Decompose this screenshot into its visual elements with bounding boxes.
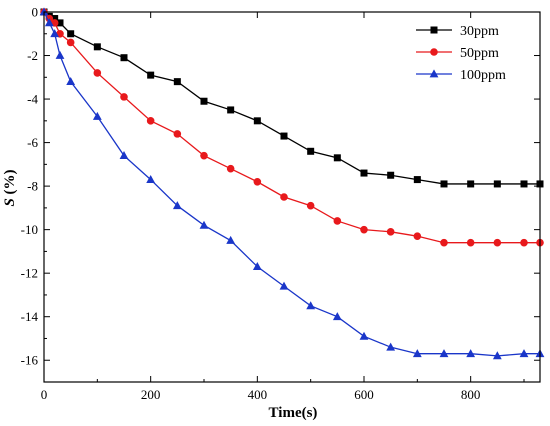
data-point-50ppm xyxy=(360,225,368,234)
data-point-100ppm xyxy=(199,220,209,229)
legend-marker-30ppm xyxy=(430,26,438,34)
data-point-50ppm xyxy=(440,238,448,247)
data-point-50ppm xyxy=(173,130,182,138)
data-point-100ppm xyxy=(306,301,316,310)
legend-marker-100ppm xyxy=(429,69,439,78)
data-point-30ppm xyxy=(307,147,315,155)
x-tick-label: 800 xyxy=(461,387,481,402)
data-point-100ppm xyxy=(92,111,102,120)
data-point-100ppm xyxy=(386,342,396,351)
y-axis-title-symbol: S xyxy=(2,198,18,206)
y-tick-label: -2 xyxy=(27,48,38,63)
data-point-30ppm xyxy=(440,180,448,188)
data-point-50ppm xyxy=(413,232,422,240)
data-point-50ppm xyxy=(306,201,315,210)
y-tick-label: -4 xyxy=(27,92,38,107)
data-point-50ppm xyxy=(280,193,288,201)
data-point-100ppm xyxy=(44,18,54,27)
axes: 0 200 400 600 800 0 -2 -4 -6 -8 -10 -12 -14 -16 xyxy=(21,5,541,402)
data-point-30ppm xyxy=(56,19,64,27)
legend-label-50ppm: 50ppm xyxy=(460,46,499,61)
data-point-100ppm xyxy=(119,151,129,160)
data-point-100ppm xyxy=(252,262,262,271)
data-point-50ppm xyxy=(466,238,475,247)
data-point-100ppm xyxy=(66,77,76,86)
data-point-30ppm xyxy=(360,169,368,177)
data-point-30ppm xyxy=(467,180,475,188)
data-point-30ppm xyxy=(333,154,341,162)
data-point-50ppm xyxy=(200,151,208,160)
data-point-100ppm xyxy=(146,174,156,183)
data-point-30ppm xyxy=(173,78,181,86)
data-point-30ppm xyxy=(253,117,261,125)
data-point-100ppm xyxy=(172,201,182,210)
data-point-100ppm xyxy=(412,349,422,358)
y-tick-label: -12 xyxy=(21,266,38,281)
x-axis-title: Time(s) xyxy=(269,405,318,421)
data-point-30ppm xyxy=(200,97,208,105)
data-point-50ppm xyxy=(120,93,128,101)
data-point-50ppm xyxy=(66,38,75,47)
x-tick-label: 0 xyxy=(41,387,48,402)
x-tick-label: 600 xyxy=(354,387,374,402)
y-tick-label: -8 xyxy=(27,179,38,194)
data-point-100ppm xyxy=(466,349,476,358)
data-point-30ppm xyxy=(93,43,101,51)
data-point-30ppm xyxy=(120,54,128,62)
data-point-100ppm xyxy=(359,331,369,340)
data-point-50ppm xyxy=(226,164,235,173)
data-point-50ppm xyxy=(520,238,528,247)
data-point-30ppm xyxy=(520,180,528,188)
data-point-30ppm xyxy=(51,15,59,23)
data-point-30ppm xyxy=(413,176,421,184)
data-point-100ppm xyxy=(519,349,529,358)
data-point-30ppm xyxy=(147,71,155,79)
data-point-50ppm xyxy=(253,177,262,186)
y-tick-label: -10 xyxy=(21,222,38,237)
y-tick-label: 0 xyxy=(32,5,39,20)
data-point-100ppm xyxy=(279,281,289,290)
y-tick-label: -14 xyxy=(21,309,39,324)
plot-area xyxy=(39,7,545,360)
data-point-100ppm xyxy=(439,349,449,358)
series-100ppm xyxy=(39,7,545,360)
data-point-50ppm xyxy=(333,217,342,225)
series-50ppm xyxy=(40,8,544,247)
y-axis-title: S (%) xyxy=(2,169,18,206)
data-point-30ppm xyxy=(280,132,288,140)
data-point-30ppm xyxy=(67,30,75,38)
x-tick-label: 400 xyxy=(248,387,268,402)
legend-label-100ppm: 100ppm xyxy=(460,68,506,83)
data-point-30ppm xyxy=(493,180,501,188)
data-point-100ppm xyxy=(50,29,60,38)
data-point-100ppm xyxy=(332,312,342,321)
data-point-100ppm xyxy=(55,50,65,59)
data-point-100ppm xyxy=(492,351,502,360)
data-point-30ppm xyxy=(227,106,235,114)
data-point-50ppm xyxy=(493,238,502,247)
y-axis-title-unit: (%) xyxy=(2,169,18,198)
data-point-30ppm xyxy=(387,171,395,179)
legend-label-30ppm: 30ppm xyxy=(460,24,499,39)
data-point-50ppm xyxy=(93,69,102,77)
y-tick-label: -6 xyxy=(27,135,38,150)
plot-frame xyxy=(43,11,541,383)
data-point-50ppm xyxy=(146,117,155,125)
legend-marker-50ppm xyxy=(430,48,438,56)
data-point-50ppm xyxy=(386,228,395,236)
y-tick-label: -16 xyxy=(21,353,39,368)
x-tick-label: 200 xyxy=(141,387,161,402)
legend: 30ppm 50ppm 100ppm xyxy=(416,24,506,83)
data-point-100ppm xyxy=(226,235,236,244)
